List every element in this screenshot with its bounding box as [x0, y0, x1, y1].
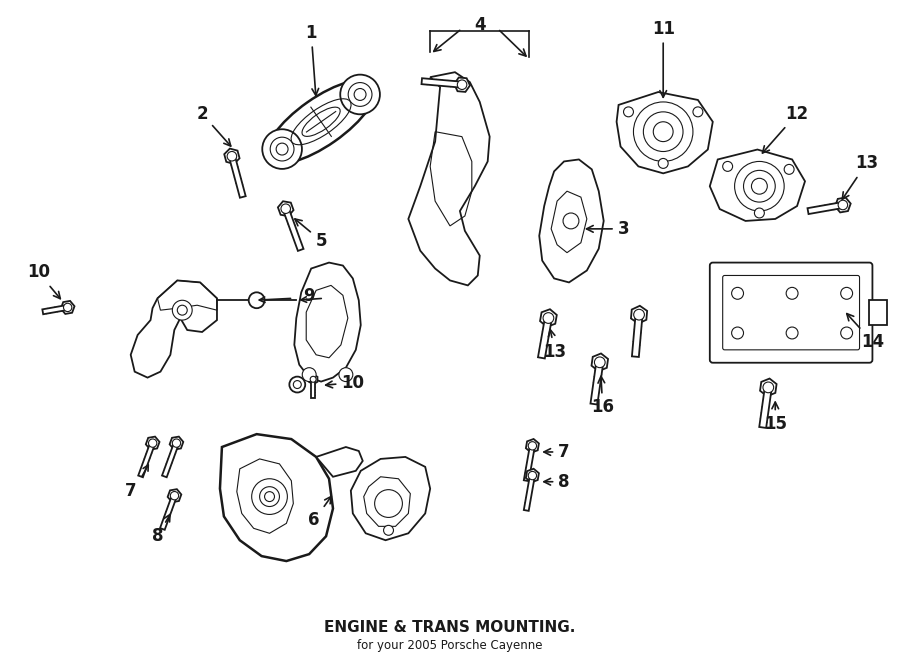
Circle shape [310, 376, 316, 382]
Circle shape [383, 526, 393, 536]
Text: 14: 14 [847, 314, 884, 351]
Polygon shape [540, 309, 557, 327]
Polygon shape [409, 72, 490, 285]
Circle shape [281, 204, 291, 213]
Circle shape [148, 439, 157, 448]
Text: 10: 10 [326, 373, 365, 391]
Circle shape [624, 107, 634, 117]
Polygon shape [538, 317, 552, 358]
Circle shape [340, 75, 380, 115]
Text: 9: 9 [303, 287, 315, 305]
Polygon shape [220, 434, 333, 561]
Circle shape [248, 293, 265, 308]
Text: 13: 13 [544, 330, 567, 361]
Polygon shape [224, 148, 239, 164]
Circle shape [528, 442, 536, 450]
Text: 15: 15 [764, 402, 787, 433]
Text: 16: 16 [591, 376, 614, 416]
Text: 6: 6 [309, 496, 331, 530]
Text: 4: 4 [474, 16, 486, 34]
Circle shape [339, 367, 353, 381]
Text: 10: 10 [27, 263, 60, 299]
Circle shape [723, 162, 733, 171]
Polygon shape [591, 354, 608, 371]
Circle shape [563, 213, 579, 229]
Circle shape [754, 208, 764, 218]
Polygon shape [139, 442, 155, 477]
Polygon shape [130, 281, 217, 377]
Circle shape [784, 164, 794, 174]
Polygon shape [526, 469, 539, 483]
Circle shape [457, 80, 467, 89]
Polygon shape [760, 387, 771, 428]
Text: 1: 1 [305, 24, 319, 95]
Polygon shape [835, 197, 850, 213]
Circle shape [658, 158, 668, 168]
Circle shape [763, 382, 774, 393]
Circle shape [528, 471, 536, 480]
Polygon shape [311, 379, 315, 398]
Polygon shape [616, 92, 713, 173]
Polygon shape [160, 495, 176, 530]
Text: 13: 13 [842, 154, 878, 199]
Circle shape [838, 200, 848, 210]
Polygon shape [229, 156, 246, 198]
Circle shape [64, 303, 72, 312]
Circle shape [290, 377, 305, 393]
Polygon shape [454, 77, 470, 92]
Polygon shape [807, 202, 843, 214]
Text: 7: 7 [544, 443, 570, 461]
Polygon shape [760, 379, 777, 397]
Polygon shape [146, 437, 159, 449]
Polygon shape [631, 306, 647, 324]
Polygon shape [421, 78, 463, 87]
Polygon shape [309, 374, 318, 384]
FancyBboxPatch shape [710, 263, 872, 363]
Polygon shape [539, 160, 604, 283]
Circle shape [227, 152, 237, 161]
Polygon shape [42, 305, 68, 314]
Text: 11: 11 [652, 20, 675, 97]
Circle shape [170, 491, 179, 500]
Ellipse shape [266, 80, 375, 164]
Text: 8: 8 [152, 514, 170, 545]
Polygon shape [169, 437, 184, 449]
Polygon shape [524, 446, 535, 481]
Circle shape [302, 367, 316, 381]
Polygon shape [524, 475, 535, 511]
Circle shape [172, 439, 181, 448]
Polygon shape [162, 442, 179, 477]
Polygon shape [526, 439, 539, 453]
Circle shape [374, 490, 402, 518]
Circle shape [693, 107, 703, 117]
Circle shape [594, 357, 605, 367]
Polygon shape [590, 362, 603, 404]
Text: ENGINE & TRANS MOUNTING.: ENGINE & TRANS MOUNTING. [324, 620, 576, 635]
Polygon shape [351, 457, 430, 540]
Polygon shape [278, 201, 293, 216]
Polygon shape [710, 150, 805, 221]
Text: 7: 7 [125, 482, 137, 500]
Text: 12: 12 [762, 105, 808, 153]
Polygon shape [316, 447, 363, 477]
Circle shape [634, 309, 644, 320]
Text: 5: 5 [295, 219, 327, 250]
Polygon shape [632, 314, 643, 357]
Text: for your 2005 Porsche Cayenne: for your 2005 Porsche Cayenne [357, 639, 543, 652]
Polygon shape [167, 489, 181, 502]
Polygon shape [294, 263, 361, 381]
Text: 8: 8 [544, 473, 570, 491]
Polygon shape [869, 301, 887, 325]
Text: 2: 2 [196, 105, 230, 146]
Polygon shape [283, 208, 303, 251]
Circle shape [252, 479, 287, 514]
Text: 3: 3 [587, 220, 629, 238]
Circle shape [543, 312, 553, 323]
Circle shape [262, 129, 302, 169]
Circle shape [172, 301, 193, 320]
Polygon shape [61, 301, 75, 314]
